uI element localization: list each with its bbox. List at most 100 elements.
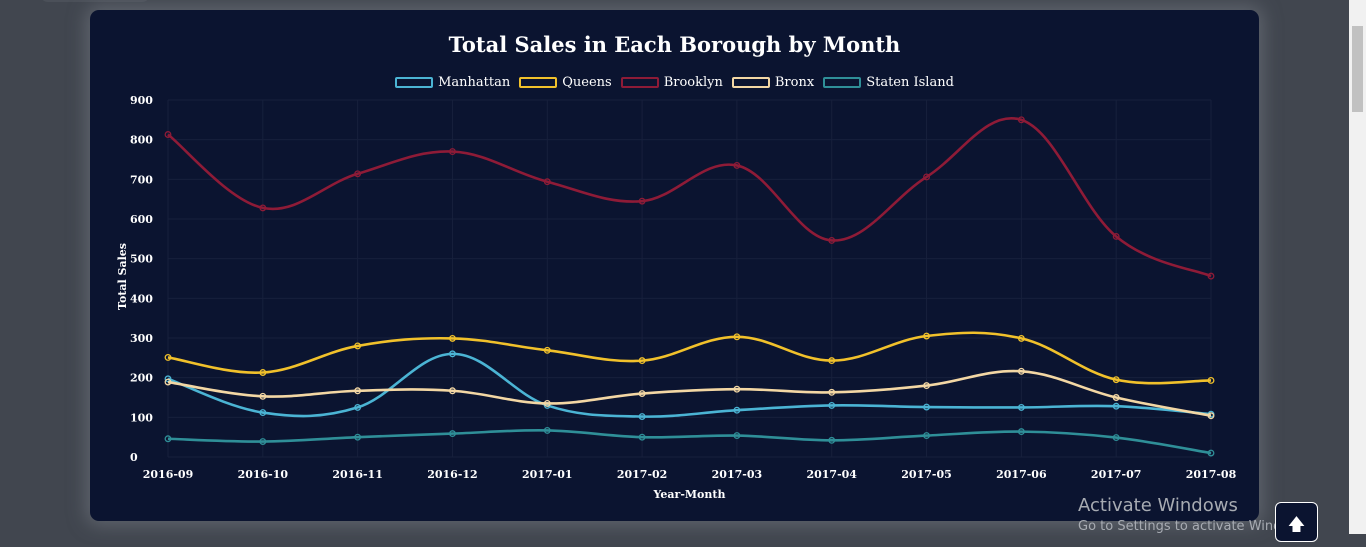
data-point-brooklyn (1112, 233, 1120, 240)
x-tick-label: 2017-03 (712, 468, 763, 481)
data-point-brooklyn (923, 173, 930, 181)
y-tick-label: 100 (130, 411, 153, 424)
legend-swatch (519, 77, 558, 88)
data-point-manhattan (733, 406, 741, 414)
x-tick-label: 2016-10 (238, 468, 289, 481)
x-axis-title: Year-Month (653, 488, 726, 501)
x-tick-label: 2016-12 (427, 468, 478, 481)
legend-swatch (731, 77, 770, 88)
data-point-bronx (828, 388, 836, 396)
x-tick-label: 2016-09 (143, 468, 194, 481)
data-point-queens (923, 332, 930, 340)
data-point-staten-island (1207, 449, 1215, 457)
x-tick-label: 2016-11 (332, 468, 383, 481)
watermark-title: Activate Windows (1078, 495, 1238, 516)
data-point-queens (638, 357, 646, 365)
data-point-brooklyn (449, 148, 456, 156)
data-point-bronx (733, 385, 741, 393)
data-point-manhattan (164, 375, 172, 383)
x-tick-label: 2017-01 (522, 468, 573, 481)
y-tick-label: 200 (130, 372, 153, 385)
data-point-queens (543, 346, 551, 354)
y-tick-label: 500 (130, 253, 153, 266)
y-tick-label: 0 (130, 451, 138, 464)
page-scrollbar[interactable] (1349, 0, 1366, 534)
y-tick-label: 600 (130, 213, 153, 226)
data-point-manhattan (354, 403, 362, 411)
x-tick-label: 2017-07 (1091, 468, 1142, 481)
data-point-bronx (638, 390, 646, 397)
line-chart: 0 100 200 300 400 500 600 700 800 900 2016-09 2016-… (116, 94, 1237, 501)
legend-item-bronx[interactable]: Bronx (731, 75, 815, 90)
data-point-staten-island (354, 433, 362, 441)
data-point-staten-island (543, 426, 551, 434)
x-tick-label: 2017-05 (901, 468, 952, 481)
series-line-brooklyn (167, 116, 1212, 278)
data-point-queens (733, 333, 741, 341)
data-point-manhattan (259, 409, 267, 417)
data-point-brooklyn (354, 170, 362, 178)
series-line-queens (167, 331, 1212, 385)
data-point-bronx (543, 400, 551, 407)
y-tick-label: 700 (130, 173, 153, 186)
data-point-staten-island (259, 438, 267, 445)
data-point-queens (1207, 376, 1215, 384)
data-point-staten-island (923, 432, 930, 440)
arrow-up-icon: 🡅 (1287, 515, 1306, 535)
chart-title: Total Sales in Each Borough by Month (448, 32, 901, 57)
legend-label: Brooklyn (663, 75, 723, 90)
legend-swatch (620, 77, 659, 88)
data-point-brooklyn (259, 204, 267, 212)
data-point-queens (354, 342, 362, 350)
chart-legend: Manhattan Queens Brooklyn Bronx Staten Islan… (90, 75, 1259, 90)
data-point-bronx (1112, 394, 1120, 401)
scroll-to-top-button[interactable]: 🡅 (1275, 502, 1318, 542)
x-tick-label: 2017-04 (806, 468, 857, 481)
data-point-brooklyn (828, 236, 836, 244)
legend-swatch (823, 77, 862, 88)
data-point-queens (1112, 376, 1120, 384)
data-point-queens (259, 369, 267, 376)
data-point-staten-island (1112, 434, 1120, 442)
data-point-brooklyn (164, 131, 172, 138)
y-axis-title: Total Sales (116, 243, 129, 310)
series-line-bronx (167, 369, 1212, 418)
chart-card: Total Sales in Each Borough by Month Man… (90, 10, 1259, 521)
data-point-brooklyn (733, 161, 741, 169)
legend-swatch (395, 77, 434, 88)
legend-label: Staten Island (866, 75, 954, 90)
scrollbar-thumb[interactable] (1352, 26, 1363, 112)
x-tick-label: 2017-02 (617, 468, 668, 481)
data-point-manhattan (449, 350, 456, 358)
data-point-staten-island (638, 433, 646, 441)
data-point-bronx (1207, 412, 1215, 420)
data-point-bronx (259, 392, 267, 400)
watermark-subtitle: Go to Settings to activate Windows. (1078, 519, 1311, 534)
legend-item-queens[interactable]: Queens (519, 75, 612, 90)
data-point-queens (1017, 334, 1025, 342)
data-point-staten-island (1017, 428, 1025, 436)
legend-label: Bronx (774, 75, 815, 90)
data-point-manhattan (1112, 402, 1120, 410)
legend-item-manhattan[interactable]: Manhattan (395, 75, 510, 90)
data-point-brooklyn (1017, 116, 1025, 124)
y-tick-label: 400 (130, 292, 153, 305)
data-point-bronx (1017, 367, 1025, 375)
data-point-brooklyn (543, 178, 551, 186)
legend-item-brooklyn[interactable]: Brooklyn (620, 75, 723, 90)
data-point-manhattan (828, 401, 836, 409)
data-point-staten-island (164, 435, 172, 443)
data-point-manhattan (1017, 403, 1025, 411)
legend-label: Queens (562, 75, 612, 90)
series-line-staten-island (167, 429, 1212, 455)
data-point-staten-island (828, 436, 836, 444)
x-tick-label: 2017-06 (996, 468, 1047, 481)
legend-label: Manhattan (438, 75, 511, 90)
data-point-queens (828, 357, 836, 365)
data-point-queens (449, 334, 456, 342)
windows-activation-watermark: Activate Windows Go to Settings to activ… (1078, 496, 1311, 535)
data-point-queens (164, 353, 172, 361)
data-point-brooklyn (638, 197, 646, 205)
y-tick-label: 800 (130, 134, 153, 147)
legend-item-staten-island[interactable]: Staten Island (823, 75, 954, 90)
